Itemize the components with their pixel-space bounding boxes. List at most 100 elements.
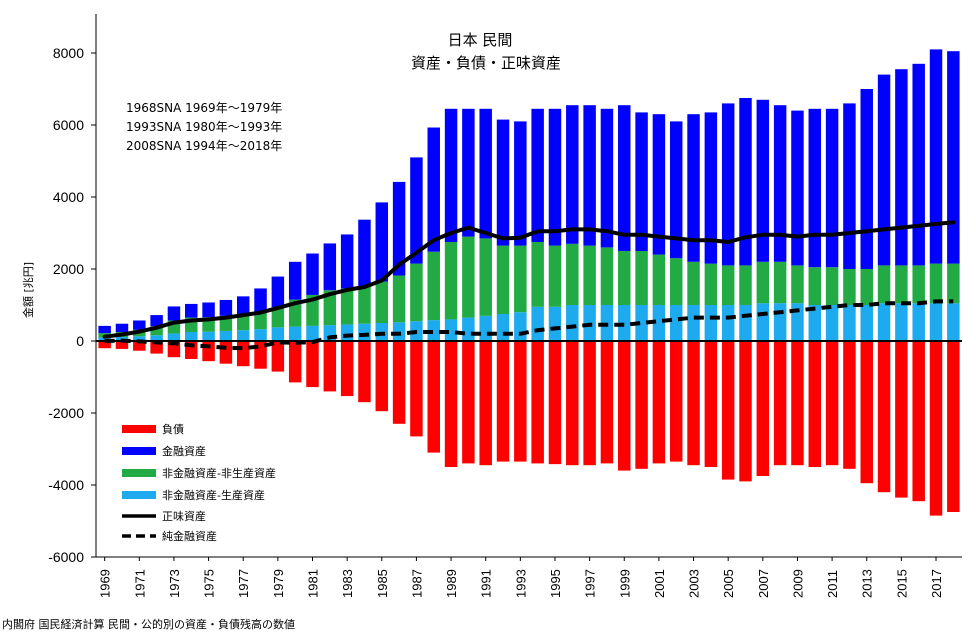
bar-liabilities bbox=[791, 341, 804, 466]
bar-liabilities bbox=[219, 341, 233, 364]
x-tick-label: 1981 bbox=[306, 569, 321, 598]
bar-non-produced-assets bbox=[600, 247, 614, 305]
x-tick-label: 1983 bbox=[340, 569, 355, 598]
bar-financial-assets bbox=[288, 261, 302, 300]
bar-produced-assets bbox=[566, 305, 579, 341]
bar-produced-assets bbox=[185, 332, 198, 341]
x-tick-label: 1979 bbox=[271, 569, 286, 598]
bar-financial-assets bbox=[202, 302, 215, 318]
bar-non-produced-assets bbox=[514, 245, 527, 313]
x-tick-label: 2009 bbox=[790, 569, 805, 598]
bar-non-produced-assets bbox=[583, 245, 596, 305]
bar-financial-assets bbox=[739, 98, 752, 266]
x-tick-label: 1985 bbox=[375, 569, 390, 598]
bar-liabilities bbox=[462, 341, 475, 464]
bar-produced-assets bbox=[929, 303, 943, 341]
bar-liabilities bbox=[912, 341, 925, 502]
bar-financial-assets bbox=[410, 157, 423, 264]
bar-financial-assets bbox=[531, 108, 544, 242]
sna-note-2: 1993SNA 1980年～1993年 bbox=[126, 120, 282, 134]
bar-financial-assets bbox=[652, 114, 666, 255]
bar-financial-assets bbox=[583, 105, 596, 246]
bar-produced-assets bbox=[808, 305, 822, 341]
bar-financial-assets bbox=[825, 108, 839, 268]
bar-produced-assets bbox=[271, 327, 285, 341]
bar-financial-assets bbox=[236, 296, 250, 315]
bar-non-produced-assets bbox=[479, 238, 492, 316]
x-tick-label: 1975 bbox=[202, 569, 217, 598]
bar-liabilities bbox=[704, 341, 718, 467]
bar-financial-assets bbox=[721, 103, 735, 266]
bar-non-produced-assets bbox=[271, 307, 285, 328]
lines-layer bbox=[96, 220, 962, 351]
bar-produced-assets bbox=[825, 305, 839, 341]
bar-produced-assets bbox=[392, 322, 406, 341]
bar-produced-assets bbox=[496, 314, 510, 341]
bar-liabilities bbox=[340, 341, 354, 397]
bar-liabilities bbox=[531, 341, 544, 464]
bars-layer bbox=[98, 49, 960, 516]
bar-financial-assets bbox=[618, 105, 631, 251]
bar-non-produced-assets bbox=[548, 245, 562, 307]
bar-liabilities bbox=[929, 341, 943, 516]
bar-non-produced-assets bbox=[791, 265, 804, 304]
bar-financial-assets bbox=[843, 103, 856, 270]
bar-liabilities bbox=[236, 341, 250, 367]
bar-non-produced-assets bbox=[929, 263, 943, 304]
bar-non-produced-assets bbox=[254, 311, 267, 330]
bar-non-produced-assets bbox=[721, 265, 735, 305]
bar-liabilities bbox=[566, 341, 579, 466]
bar-produced-assets bbox=[895, 303, 908, 341]
bar-non-produced-assets bbox=[912, 265, 925, 304]
bar-produced-assets bbox=[288, 326, 302, 341]
bar-non-produced-assets bbox=[895, 265, 908, 304]
sna-note-1: 1968SNA 1969年～1979年 bbox=[126, 101, 282, 115]
bar-financial-assets bbox=[877, 74, 891, 266]
bar-non-produced-assets bbox=[843, 269, 856, 305]
bar-produced-assets bbox=[635, 305, 648, 341]
bar-non-produced-assets bbox=[531, 242, 544, 307]
bar-produced-assets bbox=[756, 303, 770, 341]
bar-financial-assets bbox=[756, 99, 770, 262]
bar-financial-assets bbox=[150, 315, 163, 327]
bar-financial-assets bbox=[600, 108, 614, 248]
bar-liabilities bbox=[652, 341, 666, 464]
bar-non-produced-assets bbox=[444, 242, 458, 320]
x-tick-label: 2007 bbox=[756, 569, 771, 598]
bar-produced-assets bbox=[531, 306, 544, 341]
bar-financial-assets bbox=[704, 112, 718, 264]
bar-produced-assets bbox=[358, 323, 371, 341]
bar-liabilities bbox=[288, 341, 302, 383]
legend-label-non-produced-assets: 非金融資産-非生産資産 bbox=[162, 466, 276, 480]
legend-label-financial-assets: 金融資産 bbox=[162, 444, 206, 458]
x-tick-label: 2001 bbox=[652, 569, 667, 598]
x-tick-label: 1973 bbox=[167, 569, 182, 598]
bar-non-produced-assets bbox=[392, 275, 406, 323]
bar-financial-assets bbox=[808, 108, 822, 268]
x-tick-label: 1997 bbox=[583, 569, 598, 598]
bar-financial-assets bbox=[791, 110, 804, 266]
x-tick-label: 1971 bbox=[132, 569, 147, 598]
bar-produced-assets bbox=[306, 325, 319, 341]
bar-non-produced-assets bbox=[687, 261, 700, 305]
bar-liabilities bbox=[392, 341, 406, 424]
bar-produced-assets bbox=[150, 335, 163, 341]
bar-liabilities bbox=[271, 341, 285, 372]
bar-financial-assets bbox=[860, 89, 873, 269]
bar-non-produced-assets bbox=[236, 314, 250, 331]
bar-produced-assets bbox=[462, 317, 475, 341]
bar-financial-assets bbox=[98, 325, 111, 334]
bar-non-produced-assets bbox=[652, 254, 666, 305]
bar-non-produced-assets bbox=[410, 263, 423, 322]
bar-produced-assets bbox=[427, 320, 440, 341]
y-tick-label: -4000 bbox=[48, 477, 84, 493]
bar-non-produced-assets bbox=[323, 290, 337, 326]
line-net-worth bbox=[102, 220, 956, 339]
bar-liabilities bbox=[618, 341, 631, 471]
bar-liabilities bbox=[808, 341, 822, 467]
bar-financial-assets bbox=[929, 49, 943, 264]
x-tick-label: 1995 bbox=[548, 569, 563, 598]
bar-liabilities bbox=[739, 341, 752, 482]
y-tick-label: 0 bbox=[76, 333, 84, 349]
bar-liabilities bbox=[947, 341, 960, 512]
